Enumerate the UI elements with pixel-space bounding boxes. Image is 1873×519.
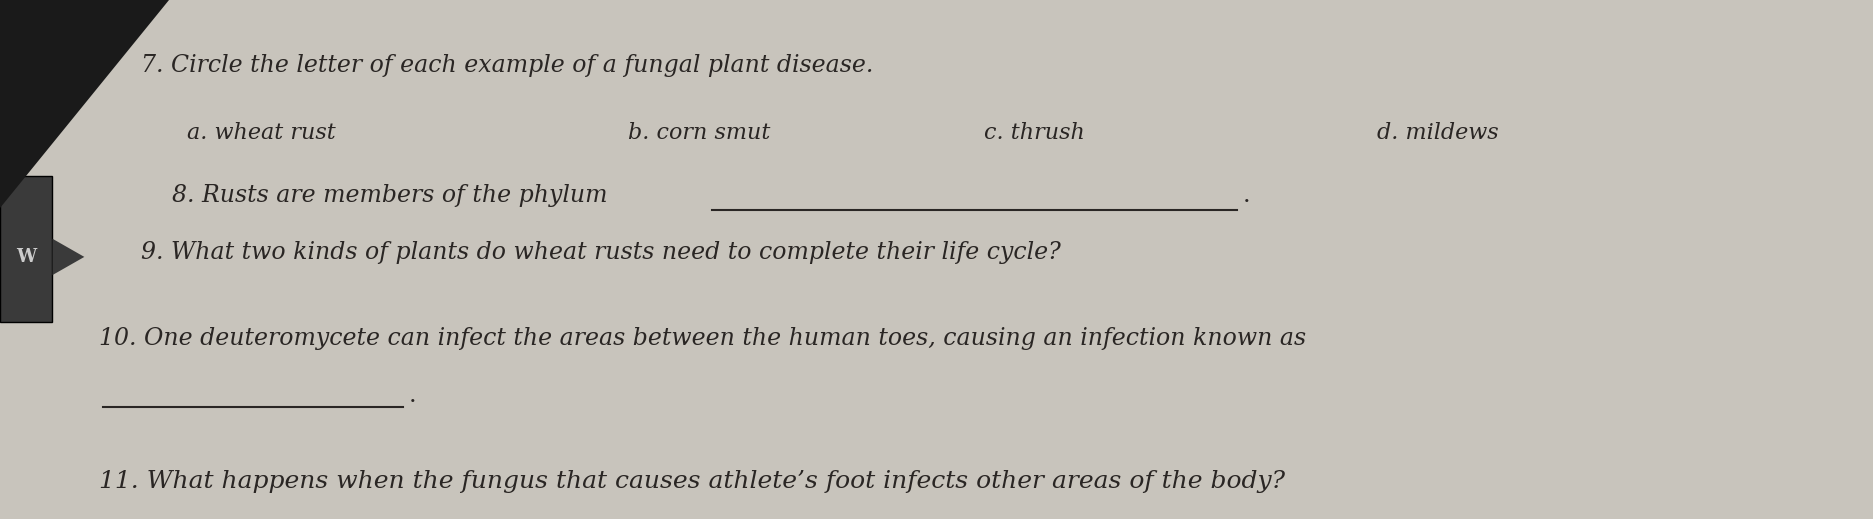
Text: 10. One deuteromycete can infect the areas between the human toes, causing an in: 10. One deuteromycete can infect the are… — [99, 327, 1305, 350]
Text: 7. Circle the letter of each example of a fungal plant disease.: 7. Circle the letter of each example of … — [140, 54, 873, 77]
Text: 8. Rusts are members of the phylum: 8. Rusts are members of the phylum — [172, 184, 607, 207]
Text: .: . — [1242, 184, 1249, 207]
Text: .: . — [408, 384, 416, 407]
Text: a. wheat rust: a. wheat rust — [187, 122, 335, 144]
FancyBboxPatch shape — [0, 176, 52, 322]
Text: c. thrush: c. thrush — [983, 122, 1084, 144]
Text: 11. What happens when the fungus that causes athlete’s foot infects other areas : 11. What happens when the fungus that ca… — [99, 470, 1285, 493]
Text: W: W — [17, 248, 36, 266]
Text: b. corn smut: b. corn smut — [627, 122, 770, 144]
Text: d. mildews: d. mildews — [1377, 122, 1498, 144]
Polygon shape — [0, 0, 169, 208]
Text: 9. What two kinds of plants do wheat rusts need to complete their life cycle?: 9. What two kinds of plants do wheat rus… — [140, 241, 1060, 264]
Polygon shape — [52, 239, 84, 275]
